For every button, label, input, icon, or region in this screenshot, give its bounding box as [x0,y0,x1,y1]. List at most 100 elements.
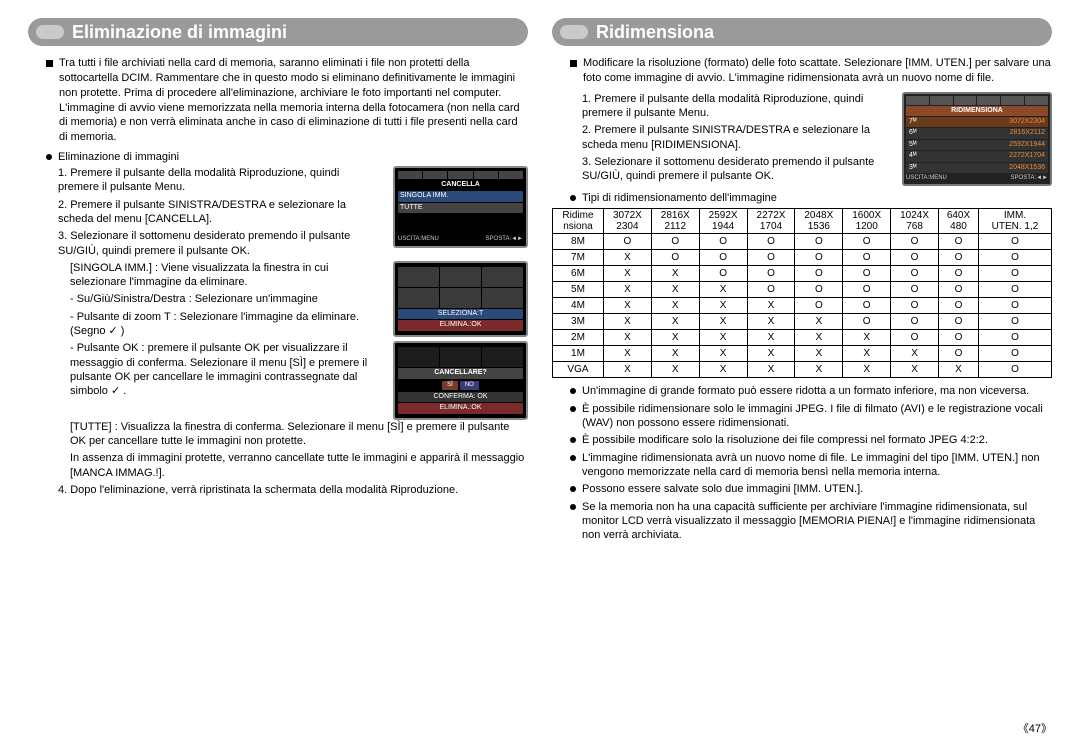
table-cell: O [843,298,891,314]
table-cell: X [699,362,747,378]
table-cell: O [843,250,891,266]
table-cell: X [603,266,651,282]
table-cell: O [795,234,843,250]
table-row-label: 3M [553,314,604,330]
table-cell: O [979,346,1052,362]
table-row: 8MOOOOOOOOO [553,234,1052,250]
table-cell: X [603,298,651,314]
table-cell: X [795,362,843,378]
table-cell: X [651,266,699,282]
table-cell: X [603,346,651,362]
bullet-2: È possibile ridimensionare solo le immag… [582,402,1052,431]
table-cell: X [747,314,795,330]
step-2: 2. Premere il pulsante SINISTRA/DESTRA e… [58,198,383,227]
table-col-header: 2592X1944 [699,209,747,234]
table-cell: X [843,330,891,346]
lcd-title: CANCELLA [398,181,523,189]
table-cell: O [938,266,978,282]
bullet-list: Un'immagine di grande formato può essere… [552,384,1052,542]
table-row: 4MXXXXOOOOO [553,298,1052,314]
lcd-si-button: SÌ [442,381,458,390]
steps-left: 1. Premere il pulsante della modalità Ri… [28,166,528,497]
table-row: 2MXXXXXXOOO [553,330,1052,346]
table-cell: O [891,234,939,250]
dot-icon [570,486,576,492]
table-cell: O [938,234,978,250]
step-3f: [TUTTE] : Visualizza la finestra di conf… [58,420,528,449]
table-cell: X [938,362,978,378]
table-row-label: 2M [553,330,604,346]
step-3b: [SINGOLA IMM.] : Viene visualizzata la f… [58,261,383,290]
dot-icon [570,406,576,412]
table-cell: O [938,298,978,314]
table-cell: X [891,362,939,378]
table-cell: X [651,346,699,362]
steps-right: 1. Premere il pulsante della modalità Ri… [552,92,894,187]
lcd-del: ELIMINA.:OK [398,320,523,330]
table-row: 3MXXXXXOOOO [553,314,1052,330]
square-bullet-icon [570,60,577,67]
table-cell: X [747,330,795,346]
table-row-label: 6M [553,266,604,282]
table-cell: O [651,234,699,250]
table-col-header: 3072X2304 [603,209,651,234]
table-cell: X [747,346,795,362]
table-cell: X [747,298,795,314]
table-cell: O [747,250,795,266]
table-cell: O [938,282,978,298]
table-cell: X [699,330,747,346]
table-cell: O [891,298,939,314]
table-cell: O [938,314,978,330]
table-cell: X [603,330,651,346]
table-cell: O [699,266,747,282]
table-col-header: 640X480 [938,209,978,234]
table-cell: O [603,234,651,250]
lcd-opt2: TUTTE [398,203,523,213]
table-cell: X [699,346,747,362]
table-row-label: 1M [553,346,604,362]
table-row-label: 8M [553,234,604,250]
table-cell: X [843,362,891,378]
table-cell: O [979,250,1052,266]
table-col-header: 1024X768 [891,209,939,234]
table-cell: O [938,250,978,266]
lead-text-left: Tra tutti i file archiviati nella card d… [59,56,528,145]
bullet-1: Un'immagine di grande formato può essere… [582,384,1052,398]
table-cell: O [938,330,978,346]
table-cell: X [651,298,699,314]
bullet-5: Possono essere salvate solo due immagini… [582,482,1052,496]
table-col-header: 1600X1200 [843,209,891,234]
lcd-screen-ridimensiona: RIDIMENSIONA 7ᴹ3072X2304 6ᴹ2816X2112 5ᴹ2… [902,92,1052,187]
table-cell: X [603,362,651,378]
table-cell: O [747,266,795,282]
dot-icon [570,195,576,201]
table-cell: X [651,314,699,330]
table-cell: O [979,362,1052,378]
left-column: Eliminazione di immagini Tra tutti i fil… [28,18,528,545]
square-bullet-icon [46,60,53,67]
table-row: 5MXXXOOOOOO [553,282,1052,298]
table-row-label: 7M [553,250,604,266]
header-lozenge-icon [36,25,64,39]
subheader-label: Eliminazione di immagini [58,151,179,163]
step-3d: - Pulsante di zoom T : Selezionare l'imm… [58,310,383,339]
table-cell: O [891,266,939,282]
table-cell: O [938,346,978,362]
table-cell: O [747,234,795,250]
table-cell: O [979,282,1052,298]
table-cell: O [795,250,843,266]
r-step-1: 1. Premere il pulsante della modalità Ri… [582,92,894,121]
table-cell: X [651,282,699,298]
table-cell: O [795,298,843,314]
table-cell: X [747,362,795,378]
table-cell: X [699,282,747,298]
step-4: 4. Dopo l'eliminazione, verrà ripristina… [58,483,528,497]
table-col-header: 2272X1704 [747,209,795,234]
table-cell: X [795,330,843,346]
resize-table: Ridimensiona3072X23042816X21122592X19442… [552,208,1052,378]
table-cell: O [979,314,1052,330]
table-cell: X [891,346,939,362]
step-1: 1. Premere il pulsante della modalità Ri… [58,166,383,195]
table-header-label: Tipi di ridimensionamento dell'immagine [582,192,777,204]
subheader-left: Eliminazione di immagini [46,151,528,163]
